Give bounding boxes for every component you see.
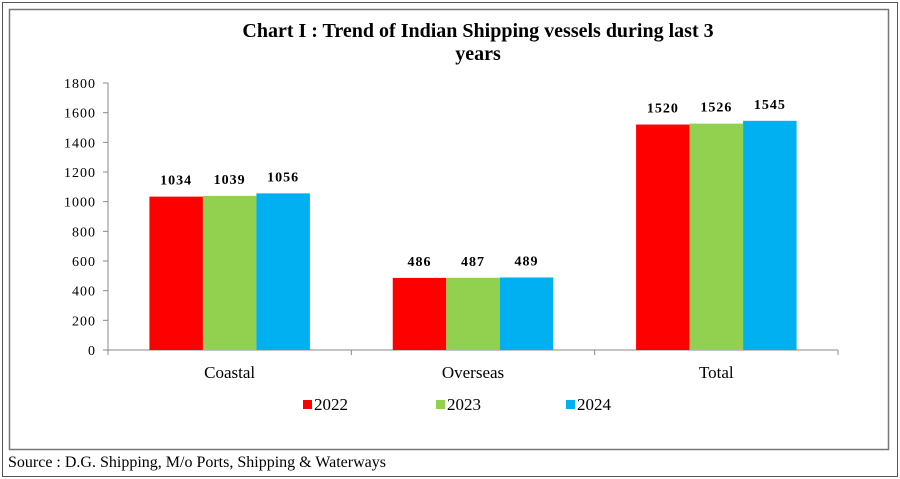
bar-2023-overseas — [446, 277, 500, 350]
x-tick-label: Overseas — [442, 363, 504, 382]
source-note: Source : D.G. Shipping, M/o Ports, Shipp… — [8, 454, 386, 471]
bar-2024-coastal — [256, 193, 310, 350]
bar-2023-total — [689, 123, 744, 350]
data-label: 1526 — [700, 101, 732, 116]
data-label: 1056 — [267, 170, 299, 185]
y-tick-label: 0 — [88, 344, 96, 359]
legend-label-2022: 2022 — [314, 395, 348, 414]
y-tick-label: 1800 — [64, 77, 96, 92]
data-label: 1545 — [754, 98, 786, 113]
y-tick-label: 400 — [72, 285, 96, 300]
legend-swatch-2023 — [436, 400, 445, 409]
bar-2022-coastal — [149, 196, 203, 350]
data-label: 1034 — [160, 174, 192, 189]
legend-label-2024: 2024 — [577, 395, 612, 414]
data-label: 486 — [408, 255, 432, 270]
y-tick-label: 800 — [72, 225, 96, 240]
data-label: 489 — [515, 254, 539, 269]
y-tick-label: 200 — [72, 314, 96, 329]
y-tick-label: 1600 — [64, 107, 96, 122]
y-tick-label: 600 — [72, 255, 96, 270]
y-tick-label: 1000 — [64, 196, 96, 211]
chart-border — [8, 8, 890, 451]
legend-swatch-2022 — [303, 400, 312, 409]
bar-2024-total — [743, 120, 797, 350]
x-tick-label: Total — [699, 363, 734, 382]
data-label: 487 — [461, 255, 485, 270]
chart-title-line-2: years — [455, 43, 501, 65]
y-tick-label: 1200 — [64, 166, 96, 181]
bar-2022-overseas — [392, 277, 447, 350]
y-tick-label: 1400 — [64, 136, 96, 151]
bar-2022-total — [636, 124, 690, 351]
legend-swatch-2024 — [566, 400, 575, 409]
data-label: 1520 — [647, 102, 679, 117]
chart-title-line-1: Chart I : Trend of Indian Shipping vesse… — [242, 20, 713, 42]
legend-label-2023: 2023 — [447, 395, 481, 414]
bar-2023-coastal — [202, 195, 257, 350]
x-tick-label: Coastal — [204, 363, 255, 382]
data-label: 1039 — [214, 173, 246, 188]
bar-2024-overseas — [499, 277, 554, 350]
